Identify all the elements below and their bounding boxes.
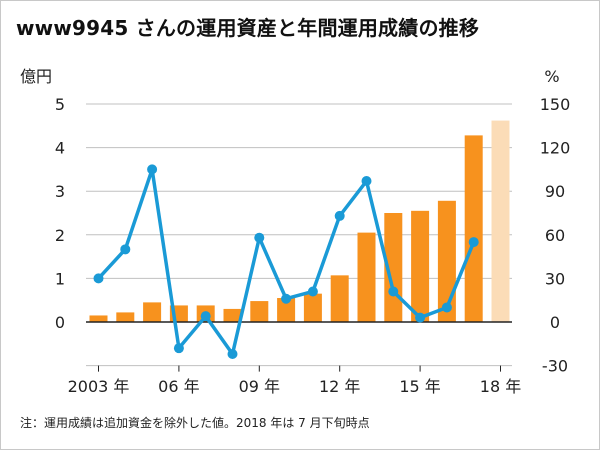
x-tick-label: 12 年 — [319, 377, 360, 396]
line-point — [254, 232, 265, 243]
line-point — [281, 293, 292, 304]
line-point — [173, 343, 184, 354]
line-point — [227, 348, 238, 359]
bar — [330, 275, 349, 322]
left-axis-unit: 億円 — [20, 67, 52, 86]
x-tick-label: 09 年 — [239, 377, 280, 396]
left-tick-label: 1 — [55, 269, 65, 288]
right-tick-label: 30 — [545, 269, 565, 288]
bar — [89, 315, 108, 322]
line-point — [120, 244, 131, 255]
line-point — [334, 210, 345, 221]
bar — [143, 302, 162, 322]
x-tick-label: 15 年 — [399, 377, 440, 396]
line-point — [200, 311, 211, 322]
tick-labels: 5 4 3 2 1 0 150 120 90 60 30 0 -30 2003 年 06 年 09 年 12 年… — [55, 95, 570, 396]
line-series — [93, 164, 479, 359]
right-tick-label: 120 — [540, 139, 571, 158]
x-tick-label: 18 年 — [480, 377, 521, 396]
bar — [250, 301, 269, 322]
line-point — [361, 176, 372, 187]
left-tick-label: 4 — [55, 139, 65, 158]
line-point — [93, 273, 104, 284]
bar — [411, 210, 430, 322]
right-tick-label: -30 — [542, 357, 568, 376]
right-tick-label: 90 — [545, 182, 565, 201]
bar — [464, 135, 483, 322]
left-tick-label: 2 — [55, 226, 65, 245]
left-tick-label: 5 — [55, 95, 65, 114]
bar — [357, 232, 376, 322]
right-tick-label: 60 — [545, 226, 565, 245]
line-point — [388, 286, 399, 297]
line-point — [441, 302, 452, 313]
left-tick-label: 3 — [55, 182, 65, 201]
line-point — [415, 312, 426, 323]
line-point — [307, 286, 318, 297]
bar — [223, 308, 242, 322]
axes — [86, 321, 512, 372]
x-tick-label: 06 年 — [158, 377, 199, 396]
x-tick-label: 2003 年 — [68, 377, 130, 396]
bar — [491, 120, 510, 323]
bar — [437, 200, 456, 322]
bar — [277, 298, 296, 322]
right-axis-unit: % — [544, 67, 559, 86]
left-tick-label: 0 — [55, 313, 65, 332]
bar-series — [89, 120, 510, 323]
bar — [303, 293, 322, 322]
footnote: 注：運用成績は追加資金を除外した値。2018 年は 7 月下旬時点 — [20, 416, 370, 430]
grid-lines — [86, 103, 512, 367]
line-point — [147, 164, 158, 175]
bar — [116, 312, 135, 322]
line-point — [468, 237, 479, 248]
right-tick-label: 150 — [540, 95, 571, 114]
right-tick-label: 0 — [550, 313, 560, 332]
chart-title: www9945 さんの運用資産と年間運用成績の推移 — [16, 16, 480, 40]
